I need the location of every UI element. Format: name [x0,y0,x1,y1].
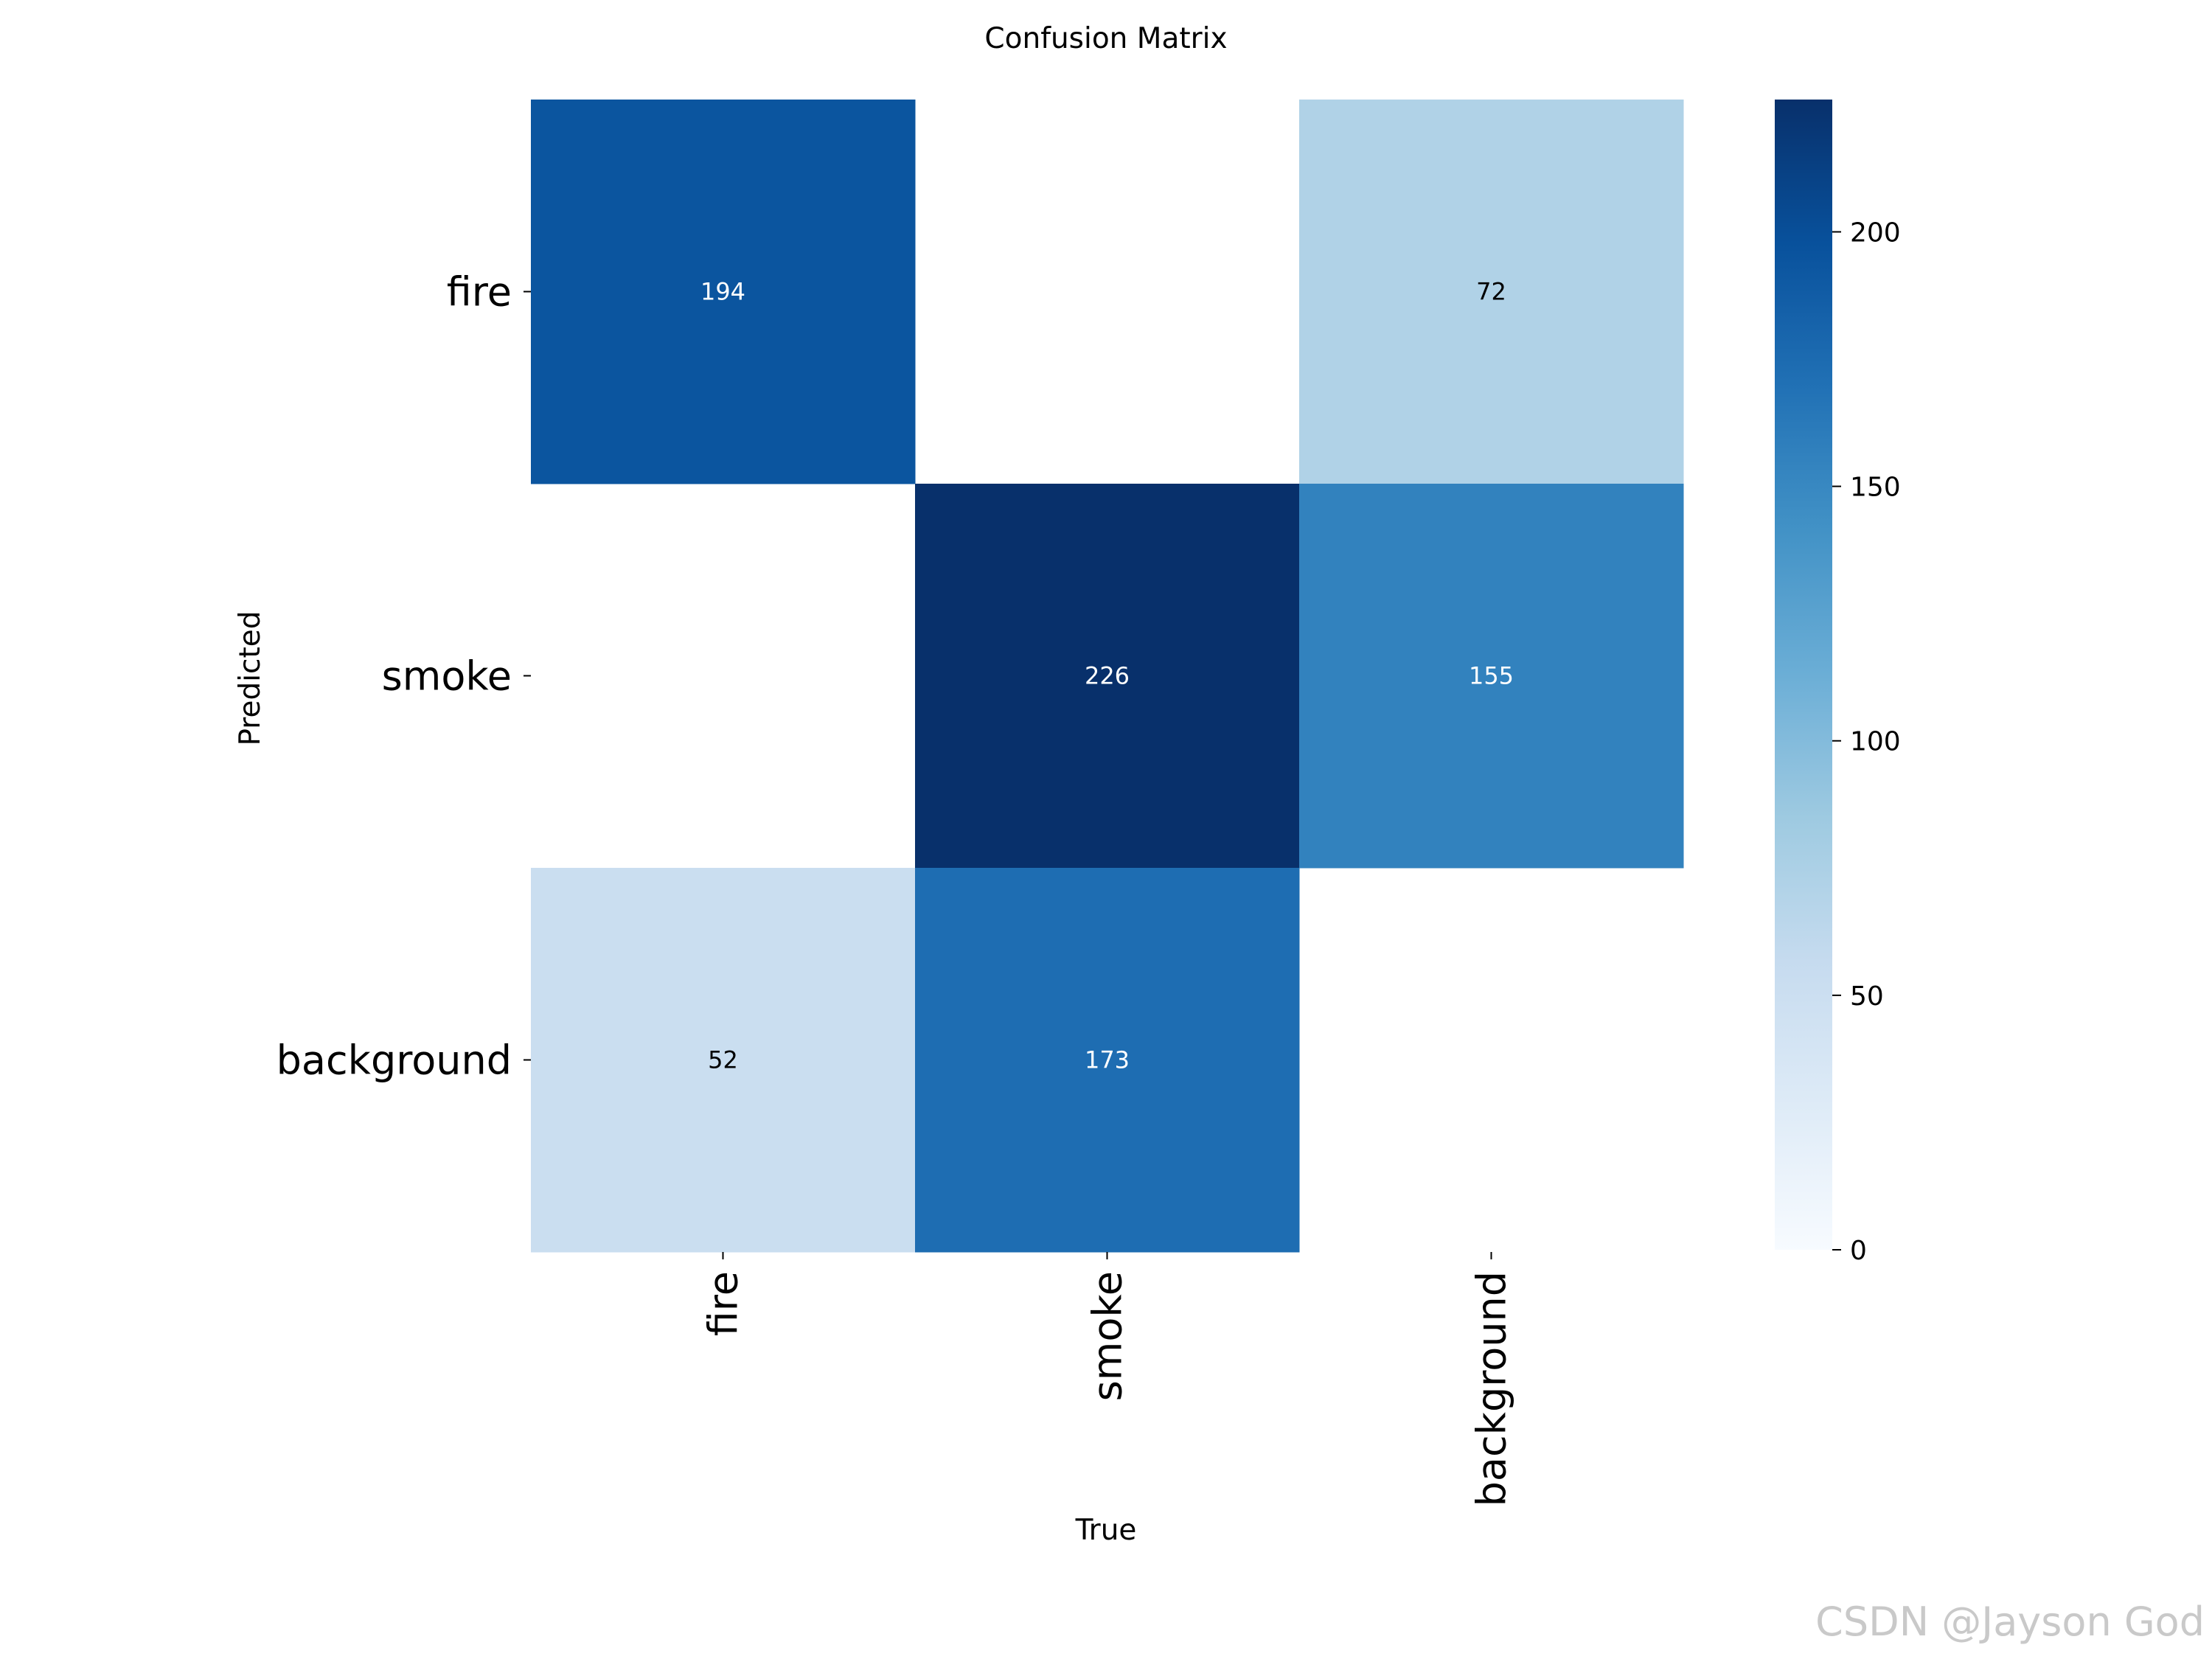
watermark: CSDN @Jayson God [1815,1599,2205,1645]
x-axis-label: True [1075,1514,1137,1547]
colorbar-tick-label: 100 [1850,727,1901,757]
y-tick-label: background [276,1037,512,1084]
cell-value-label: 155 [1469,662,1514,690]
x-tick-label: fire [700,1271,747,1336]
cell-value-label: 173 [1085,1046,1130,1074]
heatmap-cell [1299,484,1684,869]
y-axis-label: Predicted [234,611,267,745]
y-tick-label: fire [447,269,512,316]
heatmap-cell [1299,100,1684,484]
colorbar-tick-label: 50 [1850,981,1884,1012]
heatmap-cell [915,484,1300,869]
y-tick-label: smoke [382,653,512,700]
colorbar-tick-label: 150 [1850,473,1901,503]
colorbar [1775,100,1832,1250]
cell-value-label: 52 [708,1046,738,1074]
colorbar-tick-label: 200 [1850,218,1901,248]
heatmap-cell [531,868,916,1253]
heatmap-grid: 194 72 226 155 52 173 [531,100,1684,1253]
heatmap-cell [915,868,1300,1253]
heatmap-cell [531,100,916,484]
cell-value-label: 194 [700,278,745,306]
chart-title: Confusion Matrix [984,22,1227,55]
x-tick-label: background [1469,1271,1515,1506]
x-tick-label: smoke [1085,1271,1131,1401]
colorbar-ticks: 0 50 100 150 200 [1832,218,1901,1266]
cell-value-label: 72 [1476,278,1506,306]
colorbar-tick-label: 0 [1850,1236,1867,1266]
cell-value-label: 226 [1085,662,1130,690]
axis-ticks: fire smoke background fire smoke background [276,269,1515,1507]
